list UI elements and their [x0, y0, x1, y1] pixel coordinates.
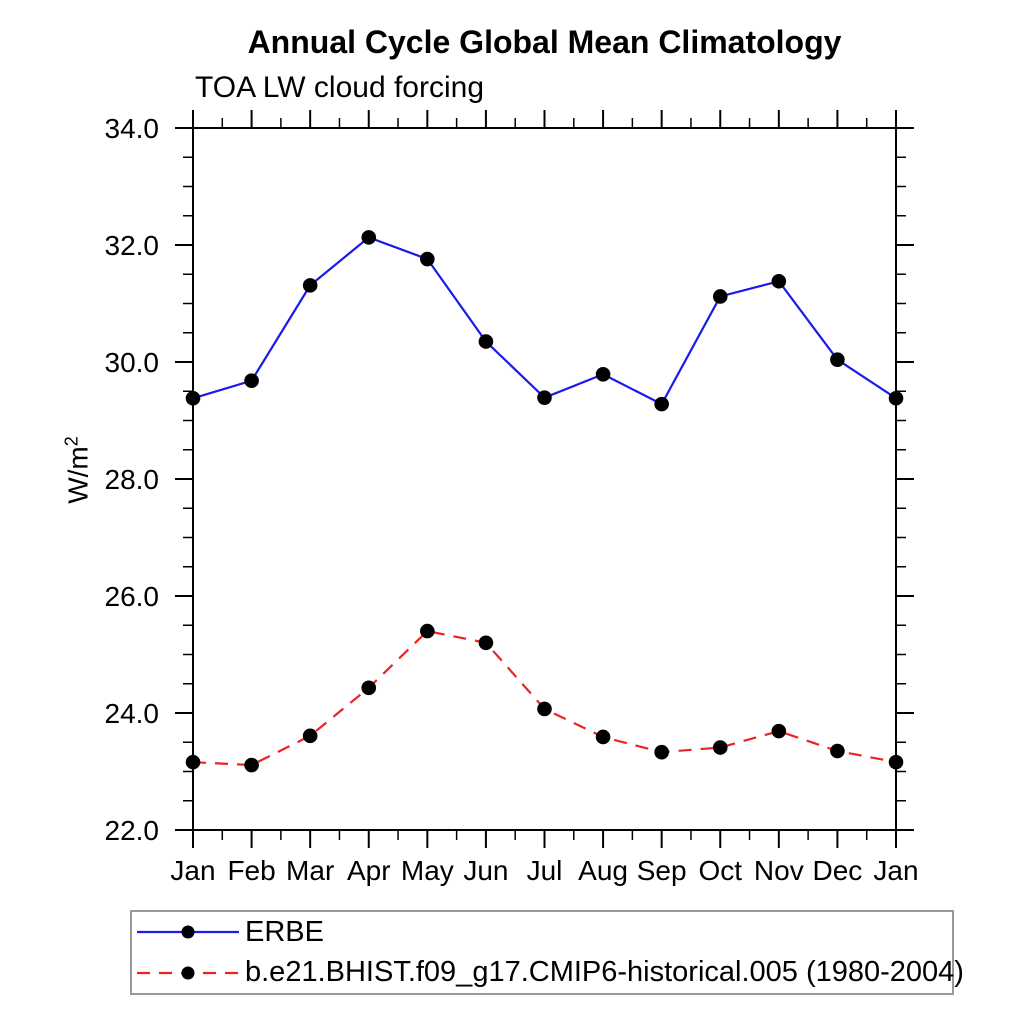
legend-label-erbe: ERBE — [245, 915, 324, 948]
x-tick-label: Apr — [347, 855, 391, 886]
legend: ERBE b.e21.BHIST.f09_g17.CMIP6-historica… — [130, 910, 964, 995]
chart-subtitle: TOA LW cloud forcing — [195, 71, 485, 104]
erbe-series-marker — [244, 373, 259, 389]
erbe-series-marker — [654, 396, 669, 412]
erbe-series-marker — [478, 334, 494, 349]
x-tick-label: Dec — [813, 855, 863, 886]
plot-frame — [192, 127, 897, 831]
y-tick-label: 30.0 — [105, 347, 160, 378]
model-series-marker — [244, 757, 259, 773]
erbe-series-marker — [537, 390, 552, 405]
erbe-series-marker — [771, 273, 787, 289]
model-series-marker — [830, 743, 845, 759]
erbe-sample-marker-icon — [181, 925, 195, 939]
model-series-marker — [888, 754, 904, 770]
chart-title: Annual Cycle Global Mean Climatology — [247, 24, 842, 60]
model-series-marker — [654, 744, 669, 760]
model-series-line — [192, 629, 897, 767]
model-series-marker — [537, 701, 552, 717]
x-tick-label: Jul — [527, 855, 563, 886]
erbe-series-marker — [361, 230, 377, 245]
x-tick-label: Oct — [698, 855, 742, 886]
x-tick-label: Feb — [227, 855, 275, 886]
x-tick-label: Nov — [754, 855, 804, 886]
model-line-sample-icon — [137, 966, 239, 980]
y-tick-label: 26.0 — [105, 581, 160, 612]
x-tick-label: Mar — [286, 855, 334, 886]
legend-row-model: b.e21.BHIST.f09_g17.CMIP6-historical.005… — [135, 954, 964, 992]
y-tick-label: 32.0 — [105, 230, 160, 261]
model-series-marker — [478, 635, 494, 651]
x-tick-label: Jan — [170, 855, 215, 886]
model-series-marker — [361, 680, 377, 696]
model-series-marker — [185, 754, 201, 770]
y-tick-label: 24.0 — [105, 698, 160, 729]
model-series-marker — [420, 623, 435, 639]
y-tick-label: 34.0 — [105, 113, 160, 144]
x-tick-label: Jan — [873, 855, 918, 886]
model-series-marker — [771, 723, 787, 739]
legend-row-erbe: ERBE — [135, 913, 952, 951]
erbe-series-marker — [185, 390, 201, 406]
erbe-series-line — [192, 236, 897, 406]
erbe-series-marker — [888, 390, 904, 406]
erbe-series-marker — [420, 251, 435, 267]
erbe-series-marker — [712, 289, 728, 304]
y-tick-label: 28.0 — [105, 464, 160, 495]
x-tick-label: Aug — [578, 855, 628, 886]
model-series-marker — [712, 740, 728, 755]
model-series-marker — [302, 728, 318, 744]
x-tick-label: Sep — [637, 855, 687, 886]
x-tick-label: May — [401, 855, 454, 886]
model-sample-marker-icon — [181, 966, 195, 980]
model-series-marker — [595, 729, 611, 745]
erbe-series-marker — [830, 352, 845, 367]
y-tick-label: 22.0 — [105, 815, 160, 846]
legend-label-model: b.e21.BHIST.f09_g17.CMIP6-historical.005… — [245, 956, 964, 989]
x-tick-label: Jun — [463, 855, 508, 886]
erbe-series-marker — [595, 366, 611, 382]
erbe-series-marker — [302, 278, 318, 293]
erbe-line-sample-icon — [137, 925, 239, 939]
